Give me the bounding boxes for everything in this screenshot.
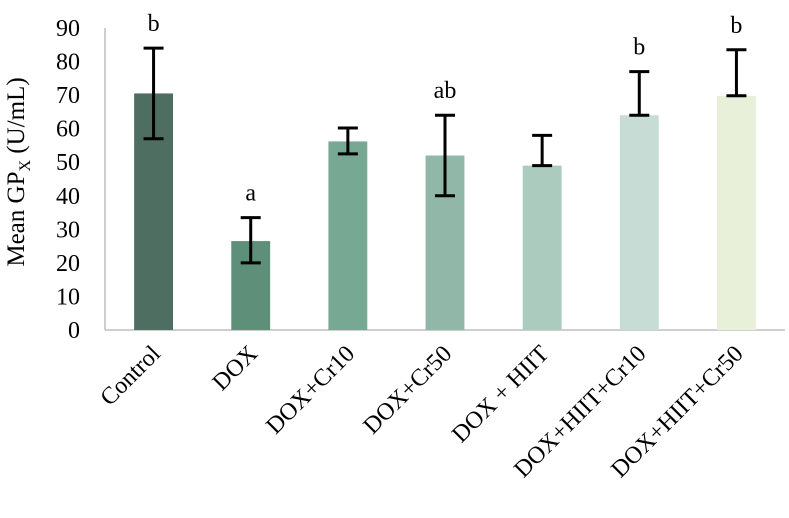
bars-group (134, 93, 756, 330)
x-tick-label: DOX+Cr10 (261, 341, 360, 440)
significance-label: ab (434, 78, 457, 104)
error-bar (629, 70, 650, 117)
error-bar (726, 48, 747, 98)
error-bar (240, 216, 261, 265)
y-tick-label: 50 (56, 150, 80, 176)
y-tick-label: 70 (56, 83, 80, 109)
x-tick-label: DOX+Cr50 (359, 341, 458, 440)
y-axis-label: Mean GPX (U/mL) (3, 77, 34, 266)
bar (328, 141, 368, 330)
y-tick-label: 0 (68, 318, 80, 344)
bar (619, 115, 659, 330)
error-bar (435, 113, 455, 198)
bar (522, 165, 562, 330)
x-tick-label: DOX (208, 341, 263, 396)
x-tick-label: Control (96, 341, 166, 411)
y-axis-ticks: 0 10 20 30 40 50 60 70 80 90 (56, 16, 80, 344)
y-tick-label: 80 (56, 50, 80, 76)
y-axis-label-suffix: (U/mL) (3, 77, 30, 160)
y-tick-label: 10 (56, 284, 80, 310)
y-tick-label: 30 (56, 217, 80, 243)
error-bar (532, 133, 553, 168)
y-tick-label: 40 (56, 184, 80, 210)
y-tick-label: 60 (56, 117, 80, 143)
significance-label: b (148, 11, 160, 37)
x-tick-label: DOX + HIIT (447, 341, 554, 448)
significance-label: b (633, 35, 645, 61)
y-axis-label-subscript: X (17, 160, 34, 172)
y-axis-label-prefix: Mean GP (3, 172, 30, 267)
significance-label: b (730, 13, 742, 39)
error-bar (337, 126, 358, 156)
bar (717, 95, 756, 330)
error-bar (143, 46, 164, 141)
significance-label: a (245, 181, 256, 207)
y-tick-label: 90 (56, 16, 80, 42)
error-bars-group (143, 46, 747, 265)
y-tick-label: 20 (56, 251, 80, 277)
significance-labels-group: b a ab b b (148, 11, 743, 206)
